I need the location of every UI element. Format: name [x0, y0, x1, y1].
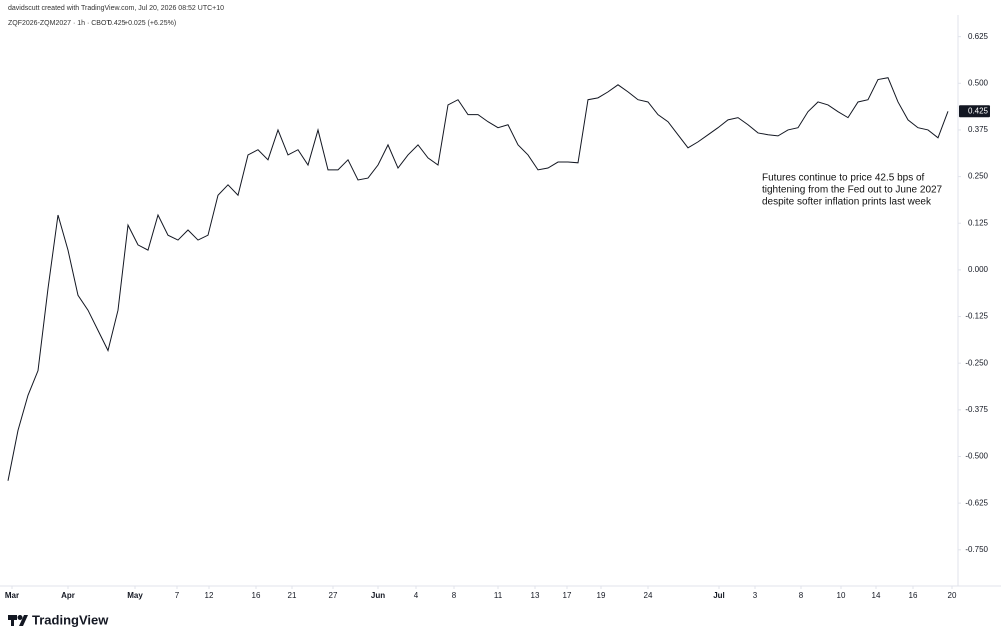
y-tick-label: 0.000 — [968, 265, 989, 274]
x-tick-label: 10 — [837, 591, 846, 600]
x-tick-label: 21 — [288, 591, 297, 600]
x-tick-label: 11 — [494, 591, 503, 600]
x-tick-label: 14 — [872, 591, 881, 600]
x-tick-label: 4 — [414, 591, 419, 600]
x-tick-label: 8 — [452, 591, 457, 600]
x-tick-label: 27 — [329, 591, 338, 600]
x-tick-label: 7 — [175, 591, 180, 600]
y-tick-label: 0.625 — [968, 32, 989, 41]
last-price-box — [959, 105, 990, 118]
x-tick-label: 24 — [644, 591, 653, 600]
annotation: despite softer inflation prints last wee… — [762, 197, 932, 208]
x-tick-label: 20 — [948, 591, 957, 600]
y-tick-label: -0.125 — [965, 312, 988, 321]
y-tick-label: 0.125 — [968, 218, 989, 227]
logo: TradingView — [8, 612, 109, 627]
y-tick-label: 0.375 — [968, 125, 989, 134]
x-tick-label: 8 — [799, 591, 804, 600]
x-tick-label: 17 — [563, 591, 572, 600]
x-tick-label: 12 — [205, 591, 214, 600]
annotation: Futures continue to price 42.5 bps of — [762, 173, 925, 184]
x-tick-label: 16 — [909, 591, 918, 600]
last-value: 0.425 — [108, 20, 126, 27]
x-tick-label: 3 — [753, 591, 758, 600]
x-tick-label: May — [127, 591, 143, 600]
change: +0.025 (+6.25%) — [124, 20, 176, 27]
y-tick-label: 0.500 — [968, 78, 989, 87]
y-tick-label: -0.250 — [965, 358, 988, 367]
price-line — [7, 77, 949, 481]
y-tick-label: -0.625 — [965, 498, 988, 507]
x-tick-label: Jul — [713, 591, 725, 600]
y-tick-label: -0.500 — [965, 452, 988, 461]
header: davidscutt created with TradingView.com,… — [8, 5, 224, 12]
x-tick-label: Jun — [371, 591, 385, 600]
x-tick-label: Mar — [5, 591, 19, 600]
chart-title: ZQF2026-ZQM2027 · 1h · CBOT — [8, 20, 111, 27]
logo-text: TradingView — [32, 612, 109, 627]
annotation: tightening from the Fed out to June 2027 — [762, 185, 943, 196]
y-tick-label: 0.250 — [968, 172, 989, 181]
y-tick-label: -0.375 — [965, 405, 988, 414]
x-tick-label: 13 — [531, 591, 540, 600]
x-tick-label: Apr — [61, 591, 75, 600]
y-tick-label: -0.750 — [965, 545, 988, 554]
last-price-label: 0.425 — [968, 106, 989, 115]
x-tick-label: 19 — [597, 591, 606, 600]
x-tick-label: 16 — [252, 591, 261, 600]
